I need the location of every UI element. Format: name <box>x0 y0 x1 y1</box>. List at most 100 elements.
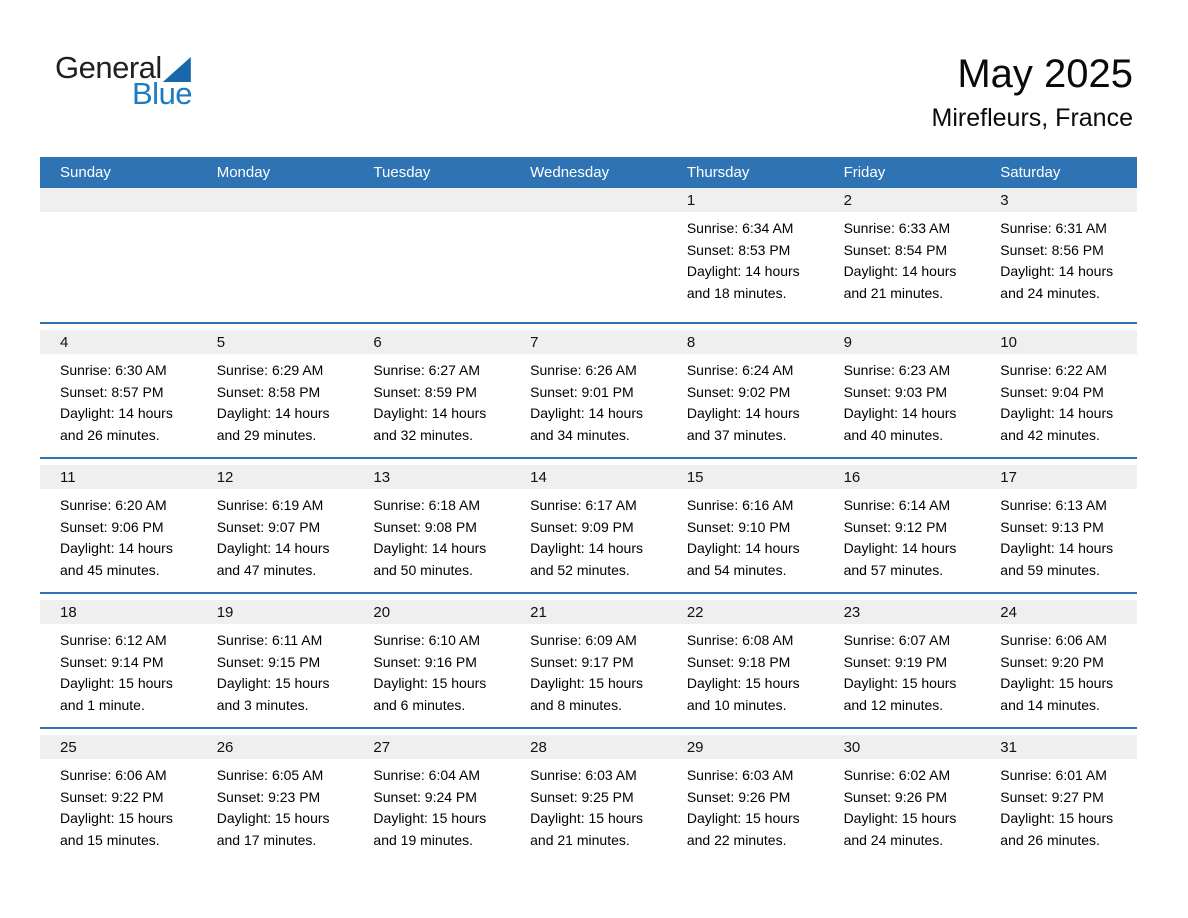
week-row: 18 Sunrise: 6:12 AM Sunset: 9:14 PM Dayligh… <box>40 592 1137 727</box>
day-cell: 29 Sunrise: 6:03 AM Sunset: 9:26 PM Dayligh… <box>666 729 824 862</box>
sunset-text: Sunset: 9:03 PM <box>843 383 948 400</box>
title-block: May 2025 Mirefleurs, France <box>932 52 1133 133</box>
day-cell: 18 Sunrise: 6:12 AM Sunset: 9:14 PM Dayligh… <box>40 594 197 727</box>
day-number: 7 <box>510 330 667 354</box>
sunset-text: Sunset: 9:24 PM <box>373 788 477 805</box>
day-number: 4 <box>40 330 197 354</box>
calendar: Sunday Monday Tuesday Wednesday Thursday… <box>40 157 1137 862</box>
day-number: 22 <box>666 600 824 624</box>
day-details: Sunrise: 6:19 AM Sunset: 9:07 PM Daylight:… <box>197 489 354 581</box>
day-details: Sunrise: 6:07 AM Sunset: 9:19 PM Daylight:… <box>824 624 981 716</box>
day-cell: 13 Sunrise: 6:18 AM Sunset: 9:08 PM Dayligh… <box>353 459 511 592</box>
sunrise-text: Sunrise: 6:12 AM <box>60 632 167 648</box>
sunrise-text: Sunrise: 6:10 AM <box>373 632 481 648</box>
day-details: Sunrise: 6:08 AM Sunset: 9:18 PM Daylight:… <box>667 624 824 716</box>
day-number: 27 <box>353 735 511 759</box>
sunrise-text: Sunrise: 6:19 AM <box>216 497 324 513</box>
sunrise-text: Sunrise: 6:17 AM <box>530 497 637 513</box>
daylight-text: Daylight: 14 hours and 52 minutes. <box>530 540 643 578</box>
week-row: 4 Sunrise: 6:30 AM Sunset: 8:57 PM Daylight… <box>40 322 1137 457</box>
sunrise-text: Sunrise: 6:33 AM <box>843 220 951 236</box>
daylight-text: Daylight: 14 hours and 32 minutes. <box>373 405 487 443</box>
sunset-text: Sunset: 8:59 PM <box>373 383 477 400</box>
day-cell: 9 Sunrise: 6:23 AM Sunset: 9:03 PM Daylight… <box>823 324 981 457</box>
sunrise-text: Sunrise: 6:06 AM <box>60 767 167 783</box>
sunset-text: Sunset: 9:22 PM <box>60 788 164 805</box>
daylight-text: Daylight: 14 hours and 21 minutes. <box>843 263 957 301</box>
daylight-text: Daylight: 15 hours and 10 minutes. <box>686 675 800 713</box>
sunset-text: Sunset: 9:18 PM <box>686 653 791 670</box>
daylight-text: Daylight: 15 hours and 12 minutes. <box>843 675 957 713</box>
day-number: 28 <box>510 735 667 759</box>
day-number: 15 <box>666 465 824 489</box>
sunrise-text: Sunrise: 6:34 AM <box>686 220 794 236</box>
sunset-text: Sunset: 9:02 PM <box>686 383 791 400</box>
day-cell: 16 Sunrise: 6:14 AM Sunset: 9:12 PM Dayligh… <box>823 459 981 592</box>
day-cell: 23 Sunrise: 6:07 AM Sunset: 9:19 PM Dayligh… <box>823 594 981 727</box>
daylight-text: Daylight: 14 hours and 42 minutes. <box>1000 405 1114 443</box>
day-cell: 30 Sunrise: 6:02 AM Sunset: 9:26 PM Dayligh… <box>823 729 981 862</box>
day-cell: 28 Sunrise: 6:03 AM Sunset: 9:25 PM Dayligh… <box>510 729 667 862</box>
sunset-text: Sunset: 9:14 PM <box>60 653 164 670</box>
day-details: Sunrise: 6:09 AM Sunset: 9:17 PM Daylight:… <box>510 624 667 716</box>
sunset-text: Sunset: 9:09 PM <box>530 518 634 535</box>
day-number: 17 <box>980 465 1137 489</box>
daylight-text: Daylight: 14 hours and 24 minutes. <box>1000 263 1114 301</box>
day-cell: 10 Sunrise: 6:22 AM Sunset: 9:04 PM Dayligh… <box>980 324 1137 457</box>
sunset-text: Sunset: 9:12 PM <box>843 518 948 535</box>
sunset-text: Sunset: 9:06 PM <box>60 518 164 535</box>
daylight-text: Daylight: 14 hours and 54 minutes. <box>686 540 800 578</box>
daylight-text: Daylight: 14 hours and 59 minutes. <box>1000 540 1114 578</box>
daylight-text: Daylight: 15 hours and 1 minute. <box>60 675 173 713</box>
day-cell: 14 Sunrise: 6:17 AM Sunset: 9:09 PM Dayligh… <box>510 459 667 592</box>
sunset-text: Sunset: 9:25 PM <box>530 788 634 805</box>
day-number: 9 <box>823 330 981 354</box>
day-number: 14 <box>510 465 667 489</box>
daylight-text: Daylight: 15 hours and 26 minutes. <box>1000 810 1114 848</box>
day-number: 25 <box>40 735 197 759</box>
day-cell: 25 Sunrise: 6:06 AM Sunset: 9:22 PM Dayligh… <box>40 729 197 862</box>
day-number: 3 <box>980 188 1137 212</box>
logo-word-general: General <box>55 50 162 85</box>
sunrise-text: Sunrise: 6:07 AM <box>843 632 951 648</box>
sunset-text: Sunset: 9:01 PM <box>530 383 634 400</box>
day-cell: 2 Sunrise: 6:33 AM Sunset: 8:54 PM Daylight… <box>823 188 981 322</box>
day-details: Sunrise: 6:24 AM Sunset: 9:02 PM Daylight:… <box>667 354 824 446</box>
day-cell: 24 Sunrise: 6:06 AM Sunset: 9:20 PM Dayligh… <box>980 594 1137 727</box>
day-cell: 27 Sunrise: 6:04 AM Sunset: 9:24 PM Dayligh… <box>353 729 511 862</box>
day-cell: 6 Sunrise: 6:27 AM Sunset: 8:59 PM Daylight… <box>353 324 511 457</box>
day-details: Sunrise: 6:06 AM Sunset: 9:22 PM Daylight:… <box>40 759 197 851</box>
weekday-header-tuesday: Tuesday <box>373 164 431 181</box>
day-number: 12 <box>196 465 354 489</box>
day-number: 1 <box>666 188 824 212</box>
day-number <box>196 188 354 212</box>
weekday-header-wednesday: Wednesday <box>530 164 610 181</box>
sunset-text: Sunset: 9:27 PM <box>1000 788 1104 805</box>
day-details: Sunrise: 6:01 AM Sunset: 9:27 PM Daylight:… <box>980 759 1137 851</box>
weekday-header-row: Sunday Monday Tuesday Wednesday Thursday… <box>40 157 1137 188</box>
day-details: Sunrise: 6:34 AM Sunset: 8:53 PM Daylight:… <box>667 212 824 304</box>
day-details: Sunrise: 6:05 AM Sunset: 9:23 PM Daylight:… <box>197 759 354 851</box>
sunset-text: Sunset: 9:20 PM <box>1000 653 1104 670</box>
daylight-text: Daylight: 15 hours and 3 minutes. <box>216 675 330 713</box>
day-details: Sunrise: 6:18 AM Sunset: 9:08 PM Daylight:… <box>353 489 510 581</box>
day-details: Sunrise: 6:30 AM Sunset: 8:57 PM Daylight:… <box>40 354 197 446</box>
day-details: Sunrise: 6:20 AM Sunset: 9:06 PM Daylight:… <box>40 489 197 581</box>
daylight-text: Daylight: 14 hours and 34 minutes. <box>530 405 643 443</box>
sunset-text: Sunset: 8:57 PM <box>60 383 164 400</box>
weekday-header-friday: Friday <box>843 164 886 181</box>
day-cell: 21 Sunrise: 6:09 AM Sunset: 9:17 PM Dayligh… <box>510 594 667 727</box>
sunrise-text: Sunrise: 6:30 AM <box>60 362 167 378</box>
day-cell: 7 Sunrise: 6:26 AM Sunset: 9:01 PM Daylight… <box>510 324 667 457</box>
day-number: 16 <box>823 465 981 489</box>
sunset-text: Sunset: 8:53 PM <box>686 241 791 258</box>
day-details: Sunrise: 6:02 AM Sunset: 9:26 PM Daylight:… <box>824 759 981 851</box>
day-cell: 5 Sunrise: 6:29 AM Sunset: 8:58 PM Daylight… <box>196 324 354 457</box>
day-details: Sunrise: 6:14 AM Sunset: 9:12 PM Daylight:… <box>824 489 981 581</box>
day-details: Sunrise: 6:22 AM Sunset: 9:04 PM Daylight:… <box>980 354 1137 446</box>
daylight-text: Daylight: 14 hours and 50 minutes. <box>373 540 487 578</box>
day-cell: 11 Sunrise: 6:20 AM Sunset: 9:06 PM Dayligh… <box>40 459 197 592</box>
day-number: 30 <box>823 735 981 759</box>
day-number: 26 <box>196 735 354 759</box>
sunset-text: Sunset: 8:58 PM <box>216 383 321 400</box>
